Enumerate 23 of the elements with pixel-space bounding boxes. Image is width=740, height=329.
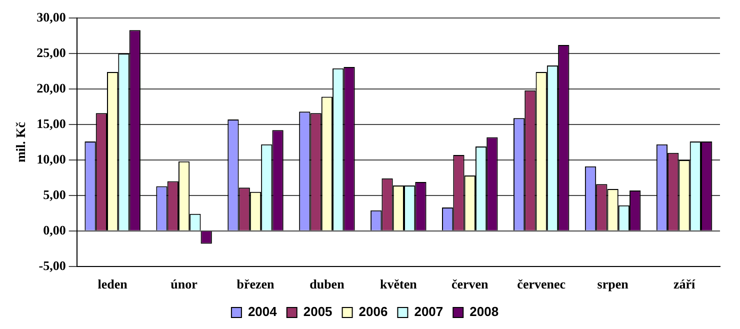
x-tick-label: duben <box>310 276 346 292</box>
legend-label: 2006 <box>358 304 388 320</box>
y-tick-label: 10,00 <box>36 151 66 166</box>
x-tick-label: srpen <box>597 276 630 292</box>
y-axis-title: mil. Kč <box>13 122 28 162</box>
legend-label: 2004 <box>248 304 278 320</box>
x-tick-label: červen <box>451 276 490 292</box>
y-tick-label: 30,00 <box>36 9 66 24</box>
legend-label: 2008 <box>470 304 499 320</box>
x-tick-label: květen <box>380 276 418 292</box>
y-tick-label: -5,00 <box>38 258 66 273</box>
y-tick-label: 20,00 <box>36 80 66 96</box>
y-tick-label: 25,00 <box>36 44 66 60</box>
x-tick-label: březen <box>236 276 276 292</box>
x-tick-label: červenec <box>517 276 566 292</box>
x-tick-label: únor <box>170 276 198 292</box>
legend-label: 2005 <box>303 304 332 320</box>
y-tick-label: 5,00 <box>43 186 66 202</box>
legend-label: 2007 <box>414 304 444 320</box>
y-tick-label: 15,00 <box>36 116 66 131</box>
y-tick-label: 0,00 <box>43 222 66 238</box>
x-tick-label: leden <box>98 276 128 292</box>
x-tick-label: září <box>673 276 696 292</box>
